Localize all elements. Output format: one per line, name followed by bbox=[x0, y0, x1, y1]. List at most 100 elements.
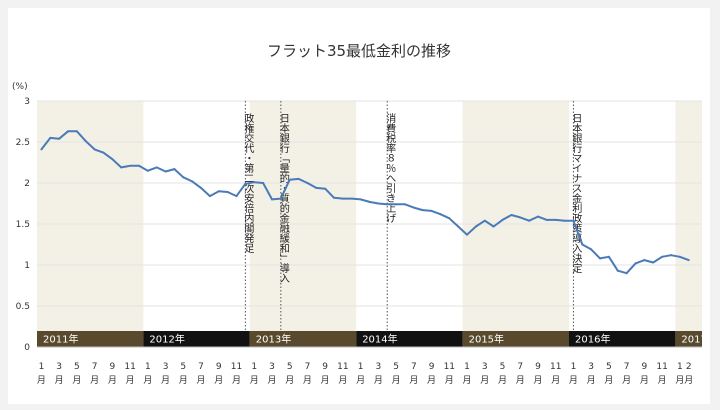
month-number-label: 5 bbox=[287, 362, 293, 372]
y-tick-label: 1.5 bbox=[16, 220, 30, 230]
rate-data-point bbox=[395, 203, 398, 206]
chart-title: フラット35最低金利の推移 bbox=[267, 42, 451, 60]
month-unit-label: 月 bbox=[445, 375, 454, 386]
rate-data-point bbox=[403, 203, 406, 206]
rate-data-point bbox=[297, 177, 300, 180]
rate-data-point bbox=[581, 243, 584, 246]
rate-data-point bbox=[545, 218, 548, 221]
rate-data-point bbox=[607, 255, 610, 258]
rate-data-point bbox=[643, 259, 646, 262]
y-tick-label: 0.5 bbox=[16, 302, 30, 312]
annotation-label: 日本銀行マイナス金利政策導入決定 bbox=[570, 113, 582, 274]
month-unit-label: 月 bbox=[675, 375, 684, 386]
month-unit-label: 月 bbox=[498, 375, 507, 386]
rate-data-point bbox=[448, 217, 451, 220]
annotation-label: 日本銀行「量的・質的金融緩和」導入 bbox=[277, 113, 289, 283]
rate-data-point bbox=[466, 233, 469, 236]
rate-data-point bbox=[616, 269, 619, 272]
month-number-label: 7 bbox=[305, 362, 311, 372]
month-unit-label: 月 bbox=[303, 375, 312, 386]
rate-data-point bbox=[430, 209, 433, 212]
month-unit-label: 月 bbox=[658, 375, 667, 386]
rate-data-point bbox=[182, 176, 185, 179]
month-number-label: 9 bbox=[535, 362, 541, 372]
rate-data-point bbox=[687, 259, 690, 262]
rate-data-point bbox=[669, 254, 672, 257]
rate-data-point bbox=[350, 197, 353, 200]
rate-data-point bbox=[49, 136, 52, 139]
month-unit-label: 月 bbox=[392, 375, 401, 386]
year-label: 2015年 bbox=[469, 333, 504, 346]
month-number-label: 1 bbox=[358, 362, 364, 372]
rate-data-point bbox=[67, 130, 70, 133]
rate-data-point bbox=[226, 191, 229, 194]
month-unit-label: 月 bbox=[232, 375, 241, 386]
month-unit-label: 月 bbox=[197, 375, 206, 386]
month-unit-label: 月 bbox=[285, 375, 294, 386]
month-number-label: 2 bbox=[686, 362, 692, 372]
month-number-label: 1 bbox=[145, 362, 151, 372]
month-unit-label: 月 bbox=[427, 375, 436, 386]
month-number-label: 5 bbox=[393, 362, 399, 372]
month-unit-label: 月 bbox=[214, 375, 223, 386]
rate-data-point bbox=[625, 272, 628, 275]
month-unit-label: 月 bbox=[321, 375, 330, 386]
rate-data-point bbox=[368, 200, 371, 203]
month-unit-label: 月 bbox=[72, 375, 81, 386]
month-unit-label: 月 bbox=[143, 375, 152, 386]
rate-data-point bbox=[421, 209, 424, 212]
rate-data-point bbox=[208, 195, 211, 198]
month-unit-label: 月 bbox=[551, 375, 560, 386]
month-number-label: 5 bbox=[500, 362, 506, 372]
month-number-label: 7 bbox=[624, 362, 630, 372]
month-number-label: 3 bbox=[588, 362, 594, 372]
rate-data-point bbox=[590, 248, 593, 251]
month-number-label: 9 bbox=[322, 362, 328, 372]
rate-data-point bbox=[661, 255, 664, 258]
month-number-label: 11 bbox=[444, 362, 455, 372]
rate-data-point bbox=[510, 213, 513, 216]
month-number-label: 7 bbox=[92, 362, 98, 372]
gridlines-layer bbox=[37, 100, 702, 307]
rate-data-point bbox=[572, 219, 575, 222]
month-unit-label: 月 bbox=[569, 375, 578, 386]
month-number-label: 9 bbox=[216, 362, 222, 372]
month-unit-label: 月 bbox=[533, 375, 542, 386]
month-unit-label: 月 bbox=[640, 375, 649, 386]
year-band bbox=[462, 331, 569, 347]
rate-data-point bbox=[377, 202, 380, 205]
month-unit-label: 月 bbox=[356, 375, 365, 386]
rate-data-point bbox=[439, 213, 442, 216]
month-number-label: 7 bbox=[411, 362, 417, 372]
rate-data-point bbox=[270, 198, 273, 201]
rate-data-point bbox=[129, 164, 132, 167]
series-layer bbox=[40, 130, 690, 275]
month-number-label: 9 bbox=[641, 362, 647, 372]
rate-data-point bbox=[288, 178, 291, 181]
month-number-label: 7 bbox=[517, 362, 523, 372]
rate-data-point bbox=[75, 130, 78, 133]
rate-data-point bbox=[412, 206, 415, 209]
year-band bbox=[37, 331, 144, 347]
rate-data-point bbox=[536, 215, 539, 218]
month-number-label: 11 bbox=[550, 362, 561, 372]
month-unit-label: 月 bbox=[179, 375, 188, 386]
rate-data-point bbox=[306, 182, 309, 184]
y-tick-label: 0 bbox=[24, 343, 30, 353]
year-band bbox=[356, 331, 463, 347]
rate-data-point bbox=[253, 181, 256, 184]
month-unit-label: 月 bbox=[587, 375, 596, 386]
month-number-label: 3 bbox=[375, 362, 381, 372]
rate-data-point bbox=[164, 170, 167, 173]
rate-data-point bbox=[528, 219, 531, 222]
rate-data-point bbox=[386, 203, 389, 206]
year-label: 2016年 bbox=[575, 333, 610, 346]
rate-data-point bbox=[191, 180, 194, 183]
year-label: 2017年 bbox=[681, 333, 710, 346]
month-unit-label: 月 bbox=[108, 375, 117, 386]
year-label: 2014年 bbox=[362, 333, 397, 346]
rate-data-point bbox=[137, 164, 140, 167]
year-band bbox=[143, 331, 250, 347]
rate-data-point bbox=[217, 190, 220, 193]
month-number-label: 11 bbox=[337, 362, 348, 372]
